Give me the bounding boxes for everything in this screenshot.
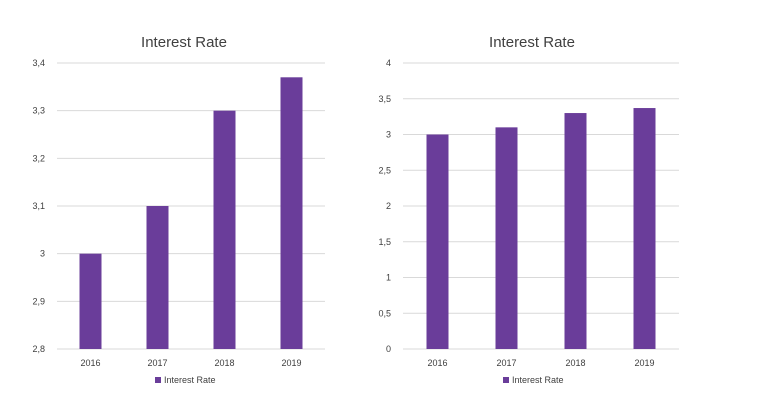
y-tick-label: 3,1 <box>32 201 45 211</box>
x-tick-label: 2016 <box>80 358 100 368</box>
x-tick-label: 2017 <box>147 358 167 368</box>
y-tick-label: 2,5 <box>378 165 391 175</box>
y-tick-label: 0,5 <box>378 308 391 318</box>
x-tick-label: 2018 <box>214 358 234 368</box>
chart-title: Interest Rate <box>141 34 227 51</box>
x-tick-label: 2018 <box>565 358 585 368</box>
bar <box>564 113 587 349</box>
x-tick-label: 2019 <box>634 358 654 368</box>
y-tick-label: 3,4 <box>32 58 45 68</box>
bar <box>633 108 656 349</box>
y-tick-label: 3 <box>386 130 391 140</box>
y-tick-label: 4 <box>386 58 391 68</box>
bar <box>495 127 518 349</box>
legend-label: Interest Rate <box>512 375 564 385</box>
y-tick-label: 2,8 <box>32 344 45 354</box>
chart-title: Interest Rate <box>489 34 575 51</box>
y-tick-label: 2 <box>386 201 391 211</box>
bar <box>79 253 102 349</box>
y-tick-label: 1,5 <box>378 237 391 247</box>
legend-label: Interest Rate <box>164 375 216 385</box>
y-tick-label: 2,9 <box>32 296 45 306</box>
bar <box>280 77 303 350</box>
y-tick-label: 3,3 <box>32 106 45 116</box>
x-tick-label: 2016 <box>427 358 447 368</box>
y-tick-label: 0 <box>386 344 391 354</box>
y-tick-label: 1 <box>386 273 391 283</box>
y-tick-label: 3 <box>40 249 45 259</box>
x-tick-label: 2019 <box>281 358 301 368</box>
y-tick-label: 3,2 <box>32 153 45 163</box>
legend-swatch <box>155 377 161 383</box>
chart-right: Interest Rate 0 0,5 1 1,5 2 2,5 3 3,5 4 2016 2017 2… <box>378 34 679 385</box>
chart-left: Interest Rate 2,8 2,9 3 3,1 3,2 3,3 3,4 2016 201… <box>32 34 325 385</box>
x-tick-label: 2017 <box>496 358 516 368</box>
legend-swatch <box>503 377 509 383</box>
bar <box>146 206 169 349</box>
bar <box>213 110 236 350</box>
bar <box>426 134 449 349</box>
y-tick-label: 3,5 <box>378 94 391 104</box>
